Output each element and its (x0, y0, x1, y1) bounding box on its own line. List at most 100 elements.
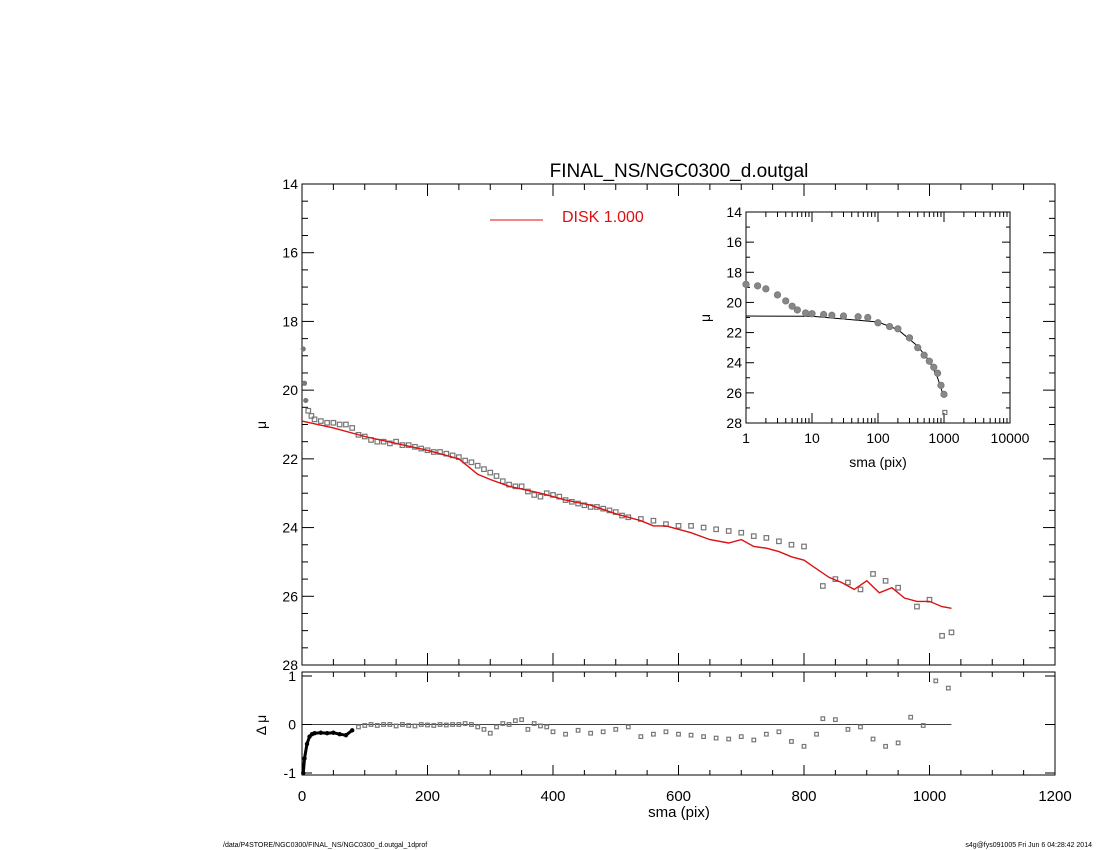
residual-data-point (406, 723, 412, 728)
main-data-point (675, 523, 682, 529)
main-data-point (581, 502, 588, 509)
main-profile-panel: 14 16 18 20 22 24 26 28 μ DISK 1.000 (253, 176, 1056, 673)
residual-data-point (525, 726, 531, 732)
residual-data-point (945, 685, 951, 691)
inset-y-tick-label: 28 (726, 415, 742, 431)
main-data-point (776, 538, 782, 545)
main-data-point (311, 416, 318, 423)
residual-data-point (676, 731, 681, 737)
main-y-tick-label: 14 (282, 176, 298, 192)
residual-y-tick-label: 0 (288, 717, 296, 733)
residual-data-point (531, 721, 537, 726)
main-data-point (650, 517, 657, 524)
residual-data-point (425, 722, 430, 728)
residual-data-point (550, 729, 556, 735)
inset-data-point (802, 309, 810, 317)
main-data-point (305, 407, 312, 414)
residual-y-tick-label: -1 (284, 765, 297, 781)
residual-data-point (412, 723, 418, 729)
main-data-point (301, 380, 308, 386)
residual-data-point (362, 723, 368, 728)
residual-data-point (600, 729, 606, 735)
inset-data-point (754, 282, 762, 290)
main-data-point (343, 421, 349, 428)
residual-data-point (544, 724, 550, 730)
residual-data-point (776, 729, 782, 735)
main-data-point (857, 586, 864, 593)
residual-data-point (387, 722, 393, 727)
main-data-point (882, 577, 889, 584)
main-data-point (788, 541, 795, 548)
residual-data-point (588, 730, 594, 736)
main-data-point (481, 466, 487, 473)
inset-data-point (905, 334, 914, 342)
residual-data-point (895, 740, 901, 746)
x-tick-label: 800 (791, 788, 816, 805)
main-y-tick-label: 20 (282, 382, 298, 398)
residual-data-point (625, 724, 631, 730)
inset-y-tick-label: 20 (726, 294, 742, 310)
inset-data-point (934, 369, 942, 377)
residual-data-point (400, 722, 405, 727)
residual-data-point (475, 724, 481, 730)
main-y-tick-label: 22 (282, 451, 298, 467)
inset-data-point (942, 409, 948, 416)
inset-ticks (745, 211, 1011, 424)
inset-data-point (808, 310, 816, 318)
inset-data-point (742, 280, 750, 288)
main-data-point (713, 526, 720, 533)
x-tick-label: 0 (298, 788, 306, 805)
main-data-point (895, 584, 901, 591)
inset-data-point (930, 363, 938, 371)
inset-data-point (894, 325, 902, 333)
main-data-point (688, 523, 694, 529)
residual-data-point (870, 736, 876, 742)
inset-y-tick-label: 22 (726, 325, 742, 341)
residual-data-point (814, 731, 819, 737)
main-ticks (301, 183, 1056, 666)
main-y-tick-label: 26 (282, 588, 298, 604)
residual-data-point (506, 722, 512, 727)
main-data-point (845, 579, 851, 586)
main-data-point (948, 629, 955, 636)
x-tick-label: 400 (540, 788, 565, 805)
residual-data-point (393, 723, 399, 729)
inset-data-point (782, 297, 790, 305)
residual-data-point (789, 739, 794, 744)
residual-data-point (832, 717, 838, 723)
inset-x-tick-label: 10000 (991, 430, 1030, 446)
inset-data-point (820, 310, 828, 319)
main-data-point (512, 483, 519, 490)
inset-data-point (920, 351, 928, 359)
inset-data-point (828, 311, 836, 319)
residual-data-point (726, 736, 732, 742)
x-tick-label: 600 (666, 788, 691, 805)
residual-data-point (450, 722, 455, 727)
residual-data-points (301, 678, 951, 776)
inset-data-point (937, 381, 945, 389)
residual-ticks (301, 672, 1056, 775)
legend-label: DISK 1.000 (562, 209, 644, 226)
residual-data-point (563, 731, 568, 737)
residual-data-point (443, 722, 449, 728)
main-y-tick-label: 18 (282, 313, 298, 329)
main-data-point (700, 524, 707, 531)
x-tick-label: 1200 (1038, 788, 1071, 805)
main-data-point (330, 419, 337, 426)
main-data-point (349, 425, 356, 431)
residual-data-point (920, 723, 926, 728)
residual-data-point (933, 678, 939, 684)
residual-data-point (519, 717, 525, 723)
main-y-tick-label: 24 (282, 520, 298, 536)
main-data-point (763, 535, 770, 541)
main-data-point (300, 346, 306, 352)
main-data-point (531, 492, 538, 498)
residual-data-point (418, 722, 424, 727)
main-data-point (303, 397, 309, 404)
residual-data-point (638, 734, 644, 740)
disk-model-line (301, 420, 952, 609)
main-data-point (487, 469, 494, 476)
inset-x-tick-label: 100 (866, 430, 890, 446)
main-data-point (387, 440, 393, 447)
